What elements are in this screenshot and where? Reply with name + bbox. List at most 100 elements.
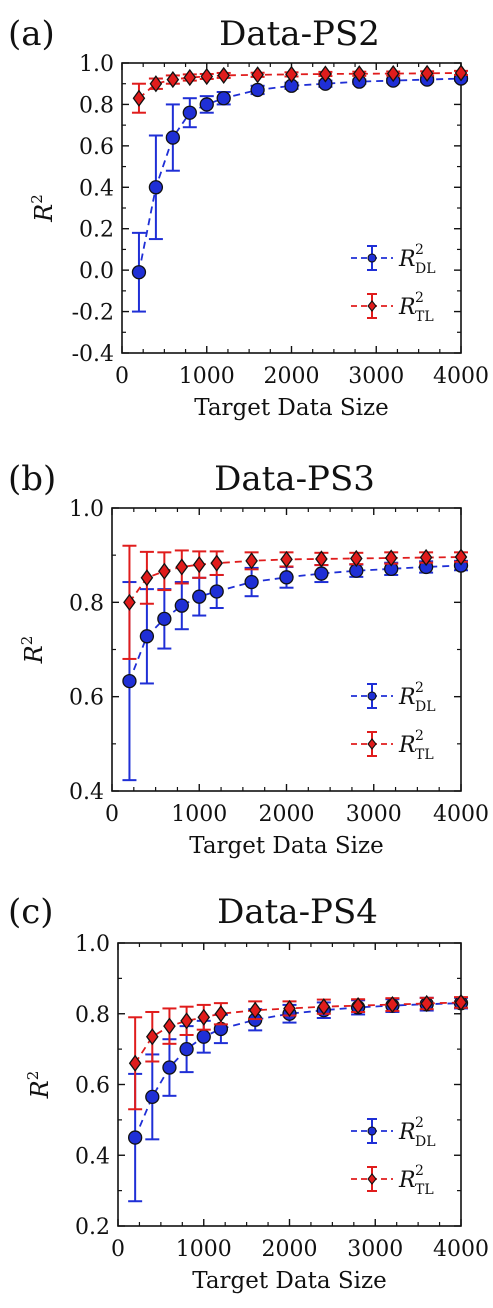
y-axis-label-sup: 2 [18, 636, 36, 646]
legend-label-base: R [398, 685, 416, 710]
x-tick-label: 3000 [348, 364, 404, 389]
x-tick-label: 2000 [262, 1237, 318, 1262]
data-point [210, 554, 224, 572]
legend-label: R2 TL [398, 728, 434, 763]
x-axis-label: Target Data Size [192, 1268, 386, 1294]
data-point [131, 265, 147, 280]
y-tick-label: -0.4 [72, 342, 114, 367]
data-point [283, 999, 296, 1018]
data-point [182, 105, 197, 120]
data-point [454, 548, 468, 566]
data-point [280, 550, 293, 569]
panel-title: Data-PS2 [219, 14, 380, 54]
data-point [157, 611, 172, 626]
data-point [175, 558, 189, 576]
data-point [251, 66, 264, 84]
data-point [128, 1054, 142, 1072]
legend-label-sub: TL [415, 309, 434, 325]
data-point [319, 65, 332, 83]
data-point [132, 89, 146, 107]
data-point [192, 556, 206, 574]
y-tick-label: 1.0 [75, 932, 110, 957]
legend-label-sup: 2 [415, 290, 424, 306]
y-axis-label-base: R [26, 1080, 54, 1099]
legend-label: R2 TL [398, 1163, 434, 1198]
legend-label-sub: DL [415, 699, 436, 715]
x-tick-label: 1000 [176, 1237, 232, 1262]
x-tick-label: 0 [115, 364, 129, 389]
x-tick-label: 3000 [346, 802, 402, 827]
y-tick-label: -0.2 [72, 301, 114, 326]
legend-marker [367, 691, 377, 701]
legend: R2 DL R2 TL [351, 1115, 436, 1198]
y-axis-label: R2 [24, 1071, 54, 1100]
y-axis-label: R2 [28, 194, 58, 223]
data-point [217, 66, 231, 85]
data-point [454, 64, 468, 82]
y-tick-label: 1.0 [79, 52, 114, 77]
data-point [139, 629, 155, 644]
x-tick-label: 4000 [433, 364, 489, 389]
data-point [214, 1005, 228, 1023]
data-point [419, 548, 433, 567]
panel-title: Data-PS3 [214, 459, 375, 499]
y-tick-label: 0.8 [75, 1003, 110, 1028]
data-point [317, 998, 331, 1016]
data-point [174, 598, 189, 613]
y-axis-label: R2 [18, 636, 48, 665]
legend-label-base: R [398, 1120, 416, 1145]
data-point [244, 574, 259, 590]
legend-label-sub: TL [415, 1182, 434, 1198]
data-point [140, 569, 154, 587]
y-tick-label: 0.6 [75, 1074, 110, 1099]
legend-label-sub: DL [415, 1134, 436, 1150]
panel-3: (c) Data-PS4 0.2 0.4 0.6 0.8 1.0 0 1000 2000 3000 4… [8, 892, 489, 1294]
x-tick-label: 2000 [259, 802, 315, 827]
legend-marker [367, 1173, 377, 1185]
data-point [216, 91, 231, 106]
panel-label: (a) [8, 14, 55, 54]
y-tick-label: 0.4 [79, 176, 114, 201]
data-point [145, 1028, 159, 1046]
x-tick-label: 0 [111, 1237, 125, 1262]
data-point [386, 64, 400, 83]
data-point [123, 593, 136, 611]
legend-label-base: R [398, 1168, 416, 1193]
y-tick-label: 0.4 [75, 1144, 110, 1169]
x-tick-label: 4000 [433, 802, 489, 827]
x-tick-label: 1000 [171, 802, 227, 827]
data-point [248, 1001, 262, 1019]
panel-label: (c) [8, 892, 54, 932]
legend-label-base: R [398, 733, 416, 758]
data-point [148, 180, 164, 195]
data-point [166, 70, 180, 89]
series-R2_TL [131, 64, 468, 114]
legend-label: R2 DL [398, 1115, 436, 1150]
data-point [145, 1089, 160, 1105]
legend-label: R2 TL [398, 290, 434, 325]
data-point [209, 584, 224, 599]
y-tick-label: 0.8 [79, 93, 114, 118]
panel-1: (a) Data-PS2 -0.4 -0.2 0.0 0.2 0.4 0.6 0.8 1.0 0 10… [8, 14, 489, 421]
data-point [245, 552, 258, 570]
legend-label: R2 DL [398, 242, 436, 277]
data-point [386, 995, 399, 1014]
data-point [162, 1060, 177, 1075]
data-point [163, 1017, 176, 1035]
data-point [165, 130, 181, 145]
y-tick-label: 0.6 [69, 686, 104, 711]
legend-label-base: R [398, 295, 416, 320]
data-point [127, 1130, 143, 1145]
x-tick-label: 3000 [347, 1237, 403, 1262]
legend-label-base: R [398, 247, 416, 272]
data-point [200, 67, 214, 86]
data-point [183, 68, 197, 87]
data-point [180, 1012, 193, 1030]
y-tick-label: 0.6 [79, 135, 114, 160]
data-point [285, 65, 298, 83]
data-point [384, 549, 398, 567]
legend-marker [367, 1126, 377, 1136]
legend-marker [367, 300, 377, 312]
y-axis-label-sup: 2 [24, 1071, 42, 1081]
